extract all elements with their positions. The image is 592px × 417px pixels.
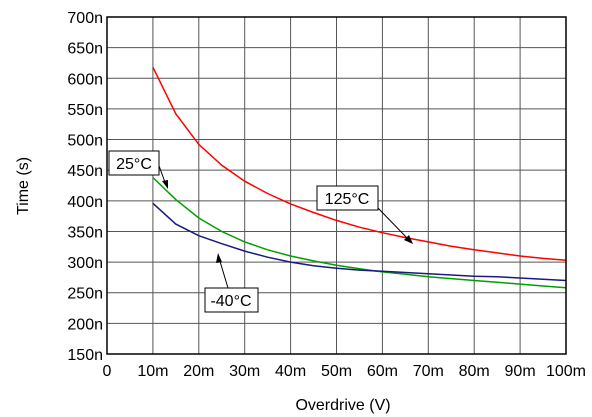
series-line-25c — [152, 176, 567, 289]
y-tick-label: 300n — [67, 255, 103, 272]
plot-frame — [106, 16, 567, 355]
annotation-minus40c-arrowhead — [216, 253, 222, 263]
y-tick-label: 150n — [67, 347, 103, 364]
series-line-125c — [152, 66, 567, 262]
y-tick-label: 550n — [67, 102, 103, 119]
x-tick-label: 70m — [413, 363, 444, 380]
annotation-minus40c-label: -40°C — [210, 293, 251, 310]
series-group — [152, 66, 567, 289]
x-axis-title: Overdrive (V) — [295, 397, 390, 414]
y-tick-label: 400n — [67, 194, 103, 211]
x-tick-label: 100m — [546, 363, 586, 380]
annotation-125c-box — [316, 185, 379, 211]
y-tick-label: 600n — [67, 71, 103, 88]
annotation-125c-leader — [377, 207, 410, 241]
x-tick-label: 90m — [505, 363, 536, 380]
y-axis-title: Time (s) — [15, 157, 32, 215]
annotation-minus40c-leader — [218, 257, 229, 289]
x-tick-label: 50m — [321, 363, 352, 380]
x-tick-label: 20m — [183, 363, 214, 380]
annotation-125c: 125°C — [316, 185, 413, 244]
y-tick-label: 350n — [67, 224, 103, 241]
annotation-minus40c-box — [204, 287, 259, 313]
x-tick-label: 10m — [137, 363, 168, 380]
annotation-minus40c: -40°C — [204, 253, 259, 313]
x-tick-label: 0 — [103, 363, 112, 380]
annotation-125c-arrowhead — [404, 235, 413, 244]
annotation-125c-label: 125°C — [325, 191, 370, 208]
x-tick-labels: 0 10m 20m 30m 40m 50m 60m 70m 80m 90m 100m — [103, 363, 586, 380]
x-tick-label: 40m — [275, 363, 306, 380]
annotation-25c: 25°C — [108, 150, 168, 189]
annotation-25c-arrowhead — [162, 180, 168, 189]
y-tick-labels: 150n 200n 250n 300n 350n 400n 450n 500n 550n 600n… — [67, 10, 103, 364]
x-tick-label: 80m — [459, 363, 490, 380]
y-tick-label: 250n — [67, 286, 103, 303]
annotation-25c-box — [108, 150, 160, 176]
y-tick-label: 200n — [67, 316, 103, 333]
series-line-40c — [152, 202, 567, 282]
annotation-25c-label: 25°C — [116, 156, 152, 173]
x-tick-label: 60m — [367, 363, 398, 380]
y-tick-label: 500n — [67, 133, 103, 150]
y-tick-label: 650n — [67, 41, 103, 58]
y-tick-label: 450n — [67, 163, 103, 180]
x-tick-label: 30m — [229, 363, 260, 380]
y-tick-label: 700n — [67, 10, 103, 27]
